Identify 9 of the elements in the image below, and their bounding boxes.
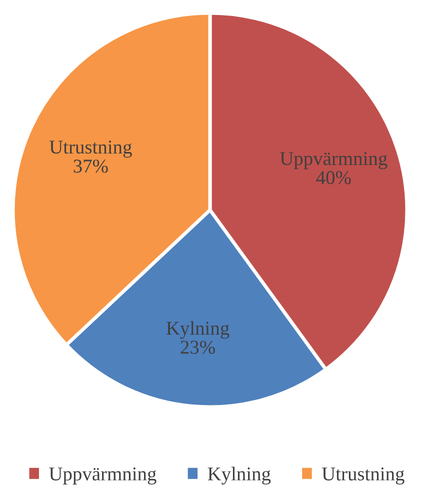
data-label: 40% [316,171,351,184]
legend-label: Kylning [208,466,271,484]
legend-label: Uppvärmning [49,467,156,484]
legend-label: Utrustning [322,467,404,484]
data-label: 37% [74,160,108,173]
slice-label: Utrustning [49,140,132,158]
slice-label: Kylning [166,321,230,339]
data-label: 23% [180,340,215,354]
slice-label: Uppvärmning [280,152,388,170]
